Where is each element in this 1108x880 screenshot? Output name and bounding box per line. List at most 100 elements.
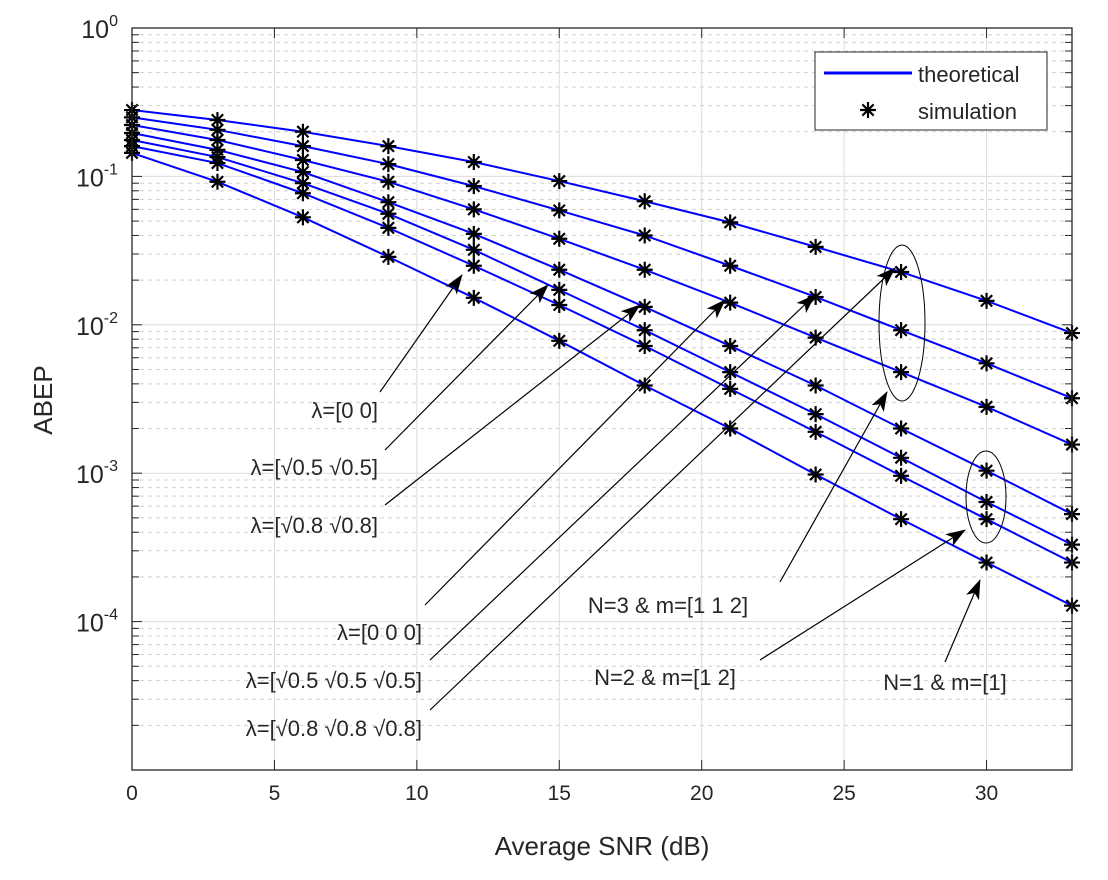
theoretical-line-1 (131, 109, 1073, 334)
legend: theoretical simulation (814, 51, 1048, 131)
series-layer (124, 102, 1080, 614)
annotation-label: N=1 & m=[1] (883, 670, 1007, 695)
annotation-arrow (379, 274, 463, 393)
simulation-marker (978, 398, 995, 415)
simulation-marker (209, 111, 226, 128)
annotation-label: λ=[0 0] (311, 398, 378, 423)
annotation-label: N=2 & m=[1 2] (594, 665, 736, 690)
simulation-marker (636, 193, 653, 210)
simulation-marker (380, 173, 397, 190)
annotation-arrow (424, 299, 726, 606)
simulation-marker (978, 511, 995, 528)
simulation-marker (722, 380, 739, 397)
legend-label: simulation (918, 99, 1017, 124)
simulation-marker (893, 449, 910, 466)
simulation-marker (722, 294, 739, 311)
annotation-label: N=3 & m=[1 1 2] (588, 593, 748, 618)
y-tick-label: 10-1 (76, 161, 118, 192)
annotation-label: λ=[√0.5 √0.5 √0.5] (246, 668, 422, 693)
simulation-marker (636, 227, 653, 244)
annotation-label: λ=[√0.8 √0.8 √0.8] (246, 716, 422, 741)
x-tick-label: 20 (690, 782, 713, 805)
simulation-marker (380, 156, 397, 173)
simulation-marker (636, 337, 653, 354)
annotations: λ=[0 0] λ=[√0.5 √0.5] λ=[√0.8 √0.8] λ=[0 0 … (246, 244, 1007, 741)
simulation-marker (294, 209, 311, 226)
simulation-marker (209, 173, 226, 190)
annotation-arrow (759, 529, 966, 661)
simulation-marker (551, 332, 568, 349)
simulation-marker (294, 151, 311, 168)
simulation-marker (294, 123, 311, 140)
simulation-marker (294, 185, 311, 202)
simulation-marker (978, 554, 995, 571)
y-tick-label: 100 (81, 13, 118, 44)
simulation-marker (380, 219, 397, 236)
simulation-marker (465, 154, 482, 171)
simulation-marker (893, 467, 910, 484)
simulation-marker (551, 230, 568, 247)
simulation-marker (722, 337, 739, 354)
simulation-marker (551, 173, 568, 190)
simulation-marker (893, 364, 910, 381)
simulation-marker (380, 248, 397, 265)
x-tick-label: 30 (975, 782, 998, 805)
y-tick-label: 10-2 (76, 310, 118, 341)
simulation-marker (636, 298, 653, 315)
x-tick-label: 25 (832, 782, 855, 805)
simulation-marker (807, 423, 824, 440)
simulation-marker (380, 205, 397, 222)
theoretical-line-6 (131, 145, 1073, 564)
simulation-marker (551, 296, 568, 313)
simulation-marker (807, 288, 824, 305)
axes: 0 5 10 15 20 25 30 100 10-1 10-2 10-3 10-4 (76, 13, 1073, 805)
simulation-marker (465, 225, 482, 242)
annotation-label: λ=[0 0 0] (337, 620, 422, 645)
simulation-marker (636, 322, 653, 339)
x-axis-label: Average SNR (dB) (495, 831, 710, 861)
simulation-marker (636, 377, 653, 394)
simulation-marker (893, 511, 910, 528)
legend-label: theoretical (918, 62, 1020, 87)
simulation-marker (465, 178, 482, 195)
simulation-marker (465, 241, 482, 258)
x-tick-label: 0 (126, 782, 138, 805)
simulation-marker (294, 164, 311, 181)
simulation-marker (722, 420, 739, 437)
simulation-marker (807, 329, 824, 346)
plot-frame (131, 27, 1073, 771)
y-tick-label: 10-3 (76, 458, 118, 489)
simulation-marker (722, 214, 739, 231)
simulation-marker (807, 466, 824, 483)
simulation-marker (893, 263, 910, 280)
grid (131, 27, 1072, 771)
simulation-marker (978, 355, 995, 372)
theoretical-line-2 (131, 116, 1073, 400)
simulation-marker (380, 194, 397, 211)
simulation-marker (722, 257, 739, 274)
simulation-marker (807, 406, 824, 423)
simulation-marker (294, 138, 311, 155)
simulation-marker (465, 257, 482, 274)
annotation-arrow (429, 294, 816, 661)
simulation-marker (551, 281, 568, 298)
annotation-arrow (384, 284, 549, 451)
simulation-marker (551, 261, 568, 278)
simulation-marker (807, 377, 824, 394)
simulation-marker (465, 289, 482, 306)
simulation-marker (978, 462, 995, 479)
group-ellipse-n2 (965, 450, 1007, 544)
x-tick-label: 5 (269, 782, 281, 805)
simulation-marker (893, 322, 910, 339)
annotation-label: λ=[√0.8 √0.8] (251, 513, 379, 538)
simulation-marker (893, 420, 910, 437)
simulation-marker (978, 292, 995, 309)
theoretical-line-4 (131, 132, 1073, 516)
x-tick-label: 10 (405, 782, 428, 805)
annotation-arrow (429, 267, 896, 711)
group-ellipse-n3 (878, 244, 926, 402)
legend-marker-swatch (860, 102, 876, 118)
simulation-marker (209, 155, 226, 172)
simulation-marker (294, 175, 311, 192)
